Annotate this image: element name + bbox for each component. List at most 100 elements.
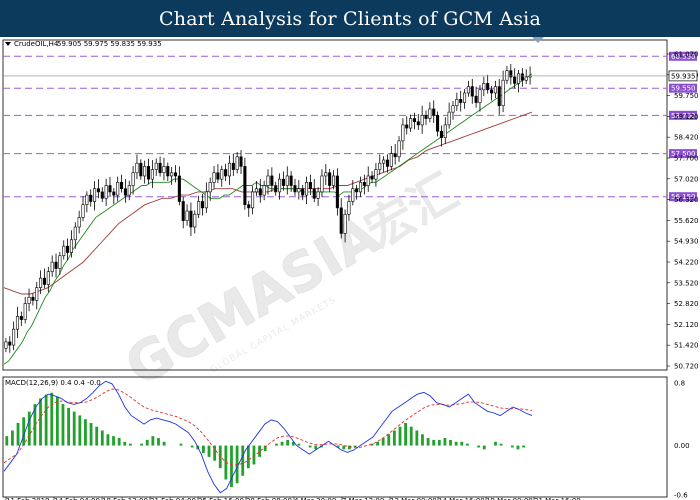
candle-body bbox=[489, 89, 494, 94]
price-tick-label: 54.930 bbox=[674, 238, 699, 246]
candle-body bbox=[331, 175, 336, 186]
candle-body bbox=[497, 86, 501, 107]
chart-area: GCMASIA 宏汇 GLOBAL CAPITAL MARKETS 60.550… bbox=[2, 37, 699, 500]
level-label: 60.550 bbox=[671, 53, 696, 61]
price-tick-label: 50.720 bbox=[674, 363, 699, 371]
level-label-bg bbox=[669, 192, 697, 202]
shift-marker-icon[interactable] bbox=[532, 37, 544, 43]
collapse-triangle-icon[interactable] bbox=[5, 42, 11, 46]
candle-body bbox=[316, 191, 320, 199]
candle-body bbox=[266, 175, 270, 186]
candle-body bbox=[251, 191, 255, 209]
candle-body bbox=[289, 175, 293, 186]
candle-body bbox=[170, 172, 174, 177]
candle-body bbox=[120, 182, 124, 190]
candle-body bbox=[12, 328, 16, 346]
candle-body bbox=[173, 172, 178, 177]
candle-body bbox=[366, 175, 370, 186]
candle-body bbox=[432, 108, 436, 116]
candle-body bbox=[385, 159, 390, 167]
candle-body bbox=[220, 169, 224, 180]
candle-body bbox=[93, 188, 97, 202]
candle-body bbox=[8, 341, 12, 346]
candle-body bbox=[312, 188, 316, 199]
candle-body bbox=[455, 99, 459, 107]
candle-body bbox=[424, 115, 428, 119]
candle-body bbox=[254, 188, 258, 193]
candle-body bbox=[451, 105, 455, 113]
last-price-box bbox=[668, 70, 698, 82]
candle-body bbox=[482, 83, 486, 91]
candle-body bbox=[89, 194, 93, 202]
candle-body bbox=[135, 162, 139, 174]
candle-body bbox=[362, 182, 366, 186]
candle-body bbox=[335, 175, 339, 209]
candle-body bbox=[181, 201, 185, 221]
candle-body bbox=[46, 271, 50, 285]
candle-body bbox=[278, 178, 282, 193]
candle-body bbox=[401, 124, 405, 142]
candle-body bbox=[474, 95, 478, 103]
candle-body bbox=[193, 213, 197, 228]
candle-body bbox=[358, 182, 363, 193]
candle-body bbox=[466, 86, 470, 94]
candle-body bbox=[35, 287, 39, 301]
candle-body bbox=[524, 76, 528, 81]
level-label: 56.150 bbox=[671, 193, 696, 201]
time-tick-label: 11 Feb 2019 bbox=[6, 497, 50, 500]
candle-body bbox=[270, 175, 274, 186]
time-tick-label: 12 Mar 00:00 bbox=[390, 497, 437, 500]
macd-tick-label: 0.00 bbox=[674, 442, 690, 450]
candle-body bbox=[85, 194, 89, 205]
candle-body bbox=[389, 153, 393, 167]
candle-body bbox=[516, 73, 521, 84]
time-tick-label: 21 Mar 16:00 bbox=[534, 497, 581, 500]
banner-title: Chart Analysis for Clients of GCM Asia bbox=[0, 0, 700, 37]
candle-body bbox=[281, 178, 285, 186]
candle-body bbox=[301, 188, 305, 196]
candle-body bbox=[104, 185, 108, 199]
candle-body bbox=[382, 159, 386, 164]
candle-body bbox=[15, 316, 20, 330]
level-label: 57.500 bbox=[671, 150, 696, 158]
level-label: 58.700 bbox=[671, 112, 696, 120]
price-tick-label: 57.020 bbox=[674, 175, 699, 183]
time-tick-label: 4 Mar 20:00 bbox=[294, 497, 336, 500]
candle-body bbox=[27, 296, 31, 304]
candle-body bbox=[4, 341, 8, 349]
candle-body bbox=[54, 261, 58, 269]
price-tick-label: 61.070 bbox=[674, 51, 699, 59]
candle-body bbox=[224, 169, 228, 177]
candle-body bbox=[197, 201, 201, 215]
candle-body bbox=[520, 73, 524, 81]
price-tick-label: 59.750 bbox=[674, 92, 699, 100]
candle-body bbox=[378, 162, 382, 170]
candle-body bbox=[405, 124, 409, 129]
candle-body bbox=[39, 277, 43, 288]
candle-body bbox=[436, 115, 440, 132]
candle-body bbox=[416, 121, 420, 126]
macd-title: MACD(12,26,9) 0.4 0.4 -0.0 bbox=[5, 379, 101, 387]
instrument-header: CrudeOIL,H4 bbox=[14, 40, 59, 48]
candle-body bbox=[274, 185, 278, 193]
candle-body bbox=[355, 188, 359, 193]
candle-body bbox=[247, 204, 251, 209]
candle-body bbox=[58, 255, 62, 269]
candle-body bbox=[162, 166, 166, 174]
candle-body bbox=[66, 245, 70, 253]
watermark-logo: GCMASIA 宏汇 GLOBAL CAPITAL MARKETS bbox=[115, 163, 468, 398]
time-tick-label: 14 Feb 04:00 bbox=[54, 497, 100, 500]
price-tick-label: 51.420 bbox=[674, 342, 699, 350]
candle-body bbox=[470, 86, 474, 97]
macd-main-line bbox=[3, 380, 533, 494]
candle-body bbox=[428, 108, 432, 119]
time-tick-label: 28 Feb 08:00 bbox=[246, 497, 292, 500]
candle-body bbox=[420, 115, 424, 126]
candle-body bbox=[146, 166, 151, 180]
candle-body bbox=[447, 111, 451, 126]
candle-body bbox=[123, 188, 127, 196]
candle-body bbox=[478, 89, 482, 103]
candle-body bbox=[139, 162, 143, 177]
candle-body bbox=[370, 175, 374, 180]
candle-body bbox=[393, 153, 397, 158]
